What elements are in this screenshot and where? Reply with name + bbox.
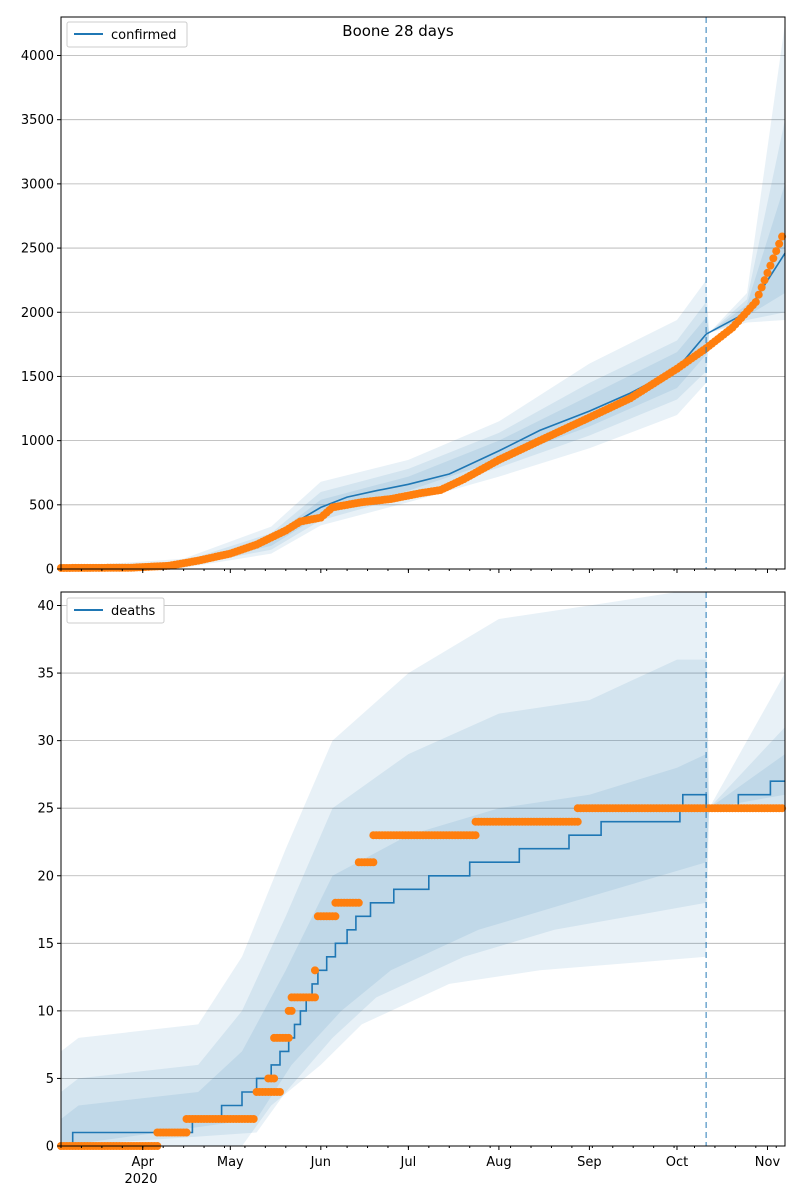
observed-point [354,898,363,907]
observed-point [757,283,766,292]
top-legend-label: confirmed [111,28,177,43]
confidence-band [61,659,785,1146]
confidence-band [61,23,785,569]
observed-point [275,1087,284,1096]
y-tick-label: 0 [46,563,54,578]
y-tick-label: 5 [46,1072,54,1087]
x-tick-label: Nov [755,1155,781,1170]
y-tick-label: 2500 [21,242,54,257]
top-legend-box [66,21,188,48]
top-grid [61,55,785,506]
observed-point [778,804,787,813]
top-observed-points [57,232,787,572]
bottom-plot-frame [60,591,786,1147]
y-tick-label: 10 [37,1004,54,1019]
observed-point [751,297,760,306]
observed-point [249,1114,258,1123]
y-tick-label: 35 [37,667,54,682]
bottom-plot-area [61,592,785,1146]
top-x-axis-ticks [60,569,777,573]
bottom-legend-label: deaths [111,604,156,619]
x-axis-year-label: 2020 [124,1172,157,1187]
y-tick-label: 4000 [21,49,54,64]
top-plot-frame [60,16,786,570]
observed-point [331,912,340,921]
bottom-confidence-bands [61,592,785,1146]
x-tick-label: Apr [131,1155,154,1170]
observed-point [287,1006,296,1015]
observed-point [310,966,319,975]
model-line [61,780,785,1147]
y-tick-label: 20 [37,869,54,884]
bottom-y-axis-ticks: 0 5 10 15 20 25 30 35 40 [37,599,61,1155]
confidence-band [61,592,785,1146]
bottom-x-axis-ticks: Apr May Jun Jul Aug Sep Oct Nov [60,1146,781,1170]
top-plot-area [61,17,785,569]
observed-point [284,1033,293,1042]
observed-point [310,993,319,1002]
top-y-axis-ticks: 0 500 1000 1500 2000 2500 3000 3500 4000 [21,49,61,578]
y-tick-label: 3000 [21,177,54,192]
y-tick-label: 0 [46,1140,54,1155]
observed-point [775,239,784,248]
y-tick-label: 1500 [21,370,54,385]
bottom-panel: 0 5 10 15 20 25 30 35 40 Apr May Jun Jul Aug Sep Oct No… [37,591,787,1187]
x-tick-label: Jun [310,1155,331,1170]
x-tick-label: Aug [486,1155,511,1170]
observed-point [182,1128,191,1137]
x-tick-label: Oct [666,1155,688,1170]
confidence-band [61,754,785,1146]
bottom-legend: deaths [66,597,165,624]
y-tick-label: 1000 [21,434,54,449]
top-legend: confirmed [66,21,188,48]
observed-point [369,858,378,867]
x-tick-label: May [217,1155,244,1170]
observed-point [270,1074,279,1083]
observed-point [778,232,787,241]
observed-point [754,290,763,299]
observed-point [760,276,769,285]
observed-point [471,831,480,840]
x-tick-label: Sep [577,1155,602,1170]
observed-point [766,261,775,270]
observed-point [772,247,781,256]
observed-point [763,268,772,277]
top-confidence-bands [61,23,785,569]
observed-point [573,817,582,826]
confidence-band [61,119,785,569]
x-tick-label: Jul [400,1155,417,1170]
confidence-band [61,183,785,569]
y-tick-label: 25 [37,802,54,817]
y-tick-label: 40 [37,599,54,614]
observed-point [769,254,778,263]
y-tick-label: 500 [29,498,54,513]
bottom-model-line [61,780,785,1147]
y-tick-label: 3500 [21,113,54,128]
y-tick-label: 30 [37,734,54,749]
top-panel: 0 500 1000 1500 2000 2500 3000 3500 4000 Boone 2… [21,16,787,578]
y-tick-label: 2000 [21,306,54,321]
bottom-legend-box [66,597,165,624]
bottom-observed-points [57,804,787,1150]
chart-title: Boone 28 days [342,22,454,40]
y-tick-label: 15 [37,937,54,952]
